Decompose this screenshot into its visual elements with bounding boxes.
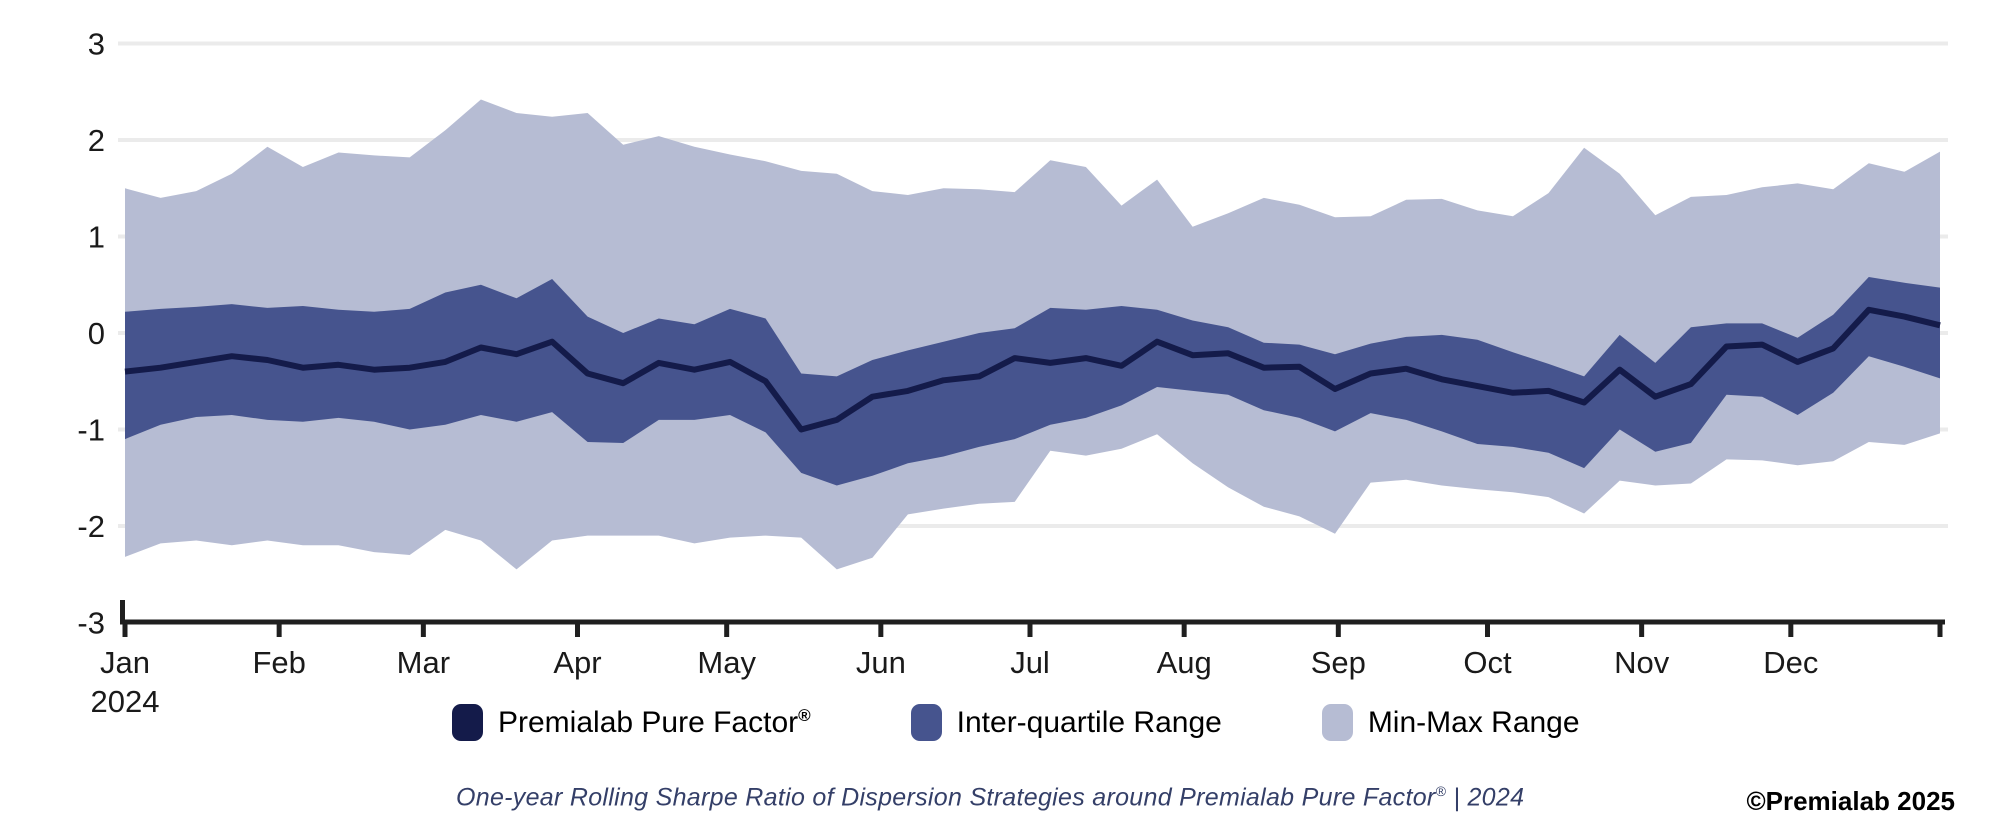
y-axis-label: 3 (88, 27, 105, 62)
pure-factor-line (124, 306, 1941, 433)
pure-factor-swatch-icon (452, 704, 483, 741)
x-axis-label: Jun (856, 645, 906, 680)
y-axis-label: -1 (77, 413, 105, 448)
registered-mark: ® (1435, 783, 1447, 799)
x-axis-label: Aug (1157, 645, 1212, 680)
x-axis-label: Dec (1763, 645, 1818, 680)
copyright-credit: ©Premialab 2025 (1746, 786, 1955, 816)
iqr-band (125, 277, 1940, 486)
legend: Premialab Pure Factor® Inter-quartile Ra… (452, 704, 1580, 741)
x-axis-label: Nov (1614, 645, 1670, 680)
y-axis-label: 0 (88, 316, 105, 351)
chart-caption: One-year Rolling Sharpe Ratio of Dispers… (456, 783, 1525, 812)
y-axis-label: 2 (88, 123, 105, 158)
x-axis-label: Sep (1311, 645, 1366, 680)
legend-label-minmax: Min-Max Range (1367, 705, 1580, 739)
legend-item-interquartile: Inter-quartile Range (910, 704, 1222, 741)
x-axis-label: Feb (252, 645, 305, 680)
legend-label-interquartile: Inter-quartile Range (956, 705, 1222, 739)
registered-mark: ® (798, 705, 811, 725)
x-axis-label: Mar (397, 645, 450, 680)
x-axis-label: Apr (553, 645, 601, 680)
x-axis (120, 600, 1945, 625)
legend-item-pure-factor: Premialab Pure Factor® (452, 704, 811, 741)
x-axis-label: Jan (100, 645, 150, 680)
y-axis-label: -3 (77, 606, 105, 641)
minmax-swatch-icon (1321, 704, 1353, 741)
y-axis-label: -2 (77, 509, 105, 544)
legend-label-pure-factor: Premialab Pure Factor® (498, 705, 811, 739)
y-axis-label: 1 (88, 220, 105, 255)
x-axis-label: Oct (1463, 645, 1512, 680)
x-axis-label: May (697, 645, 756, 680)
x-axis-year-label: 2024 (91, 684, 160, 719)
legend-item-minmax: Min-Max Range (1321, 704, 1580, 741)
x-axis-label: Jul (1010, 645, 1050, 680)
interquartile-swatch-icon (910, 704, 942, 741)
